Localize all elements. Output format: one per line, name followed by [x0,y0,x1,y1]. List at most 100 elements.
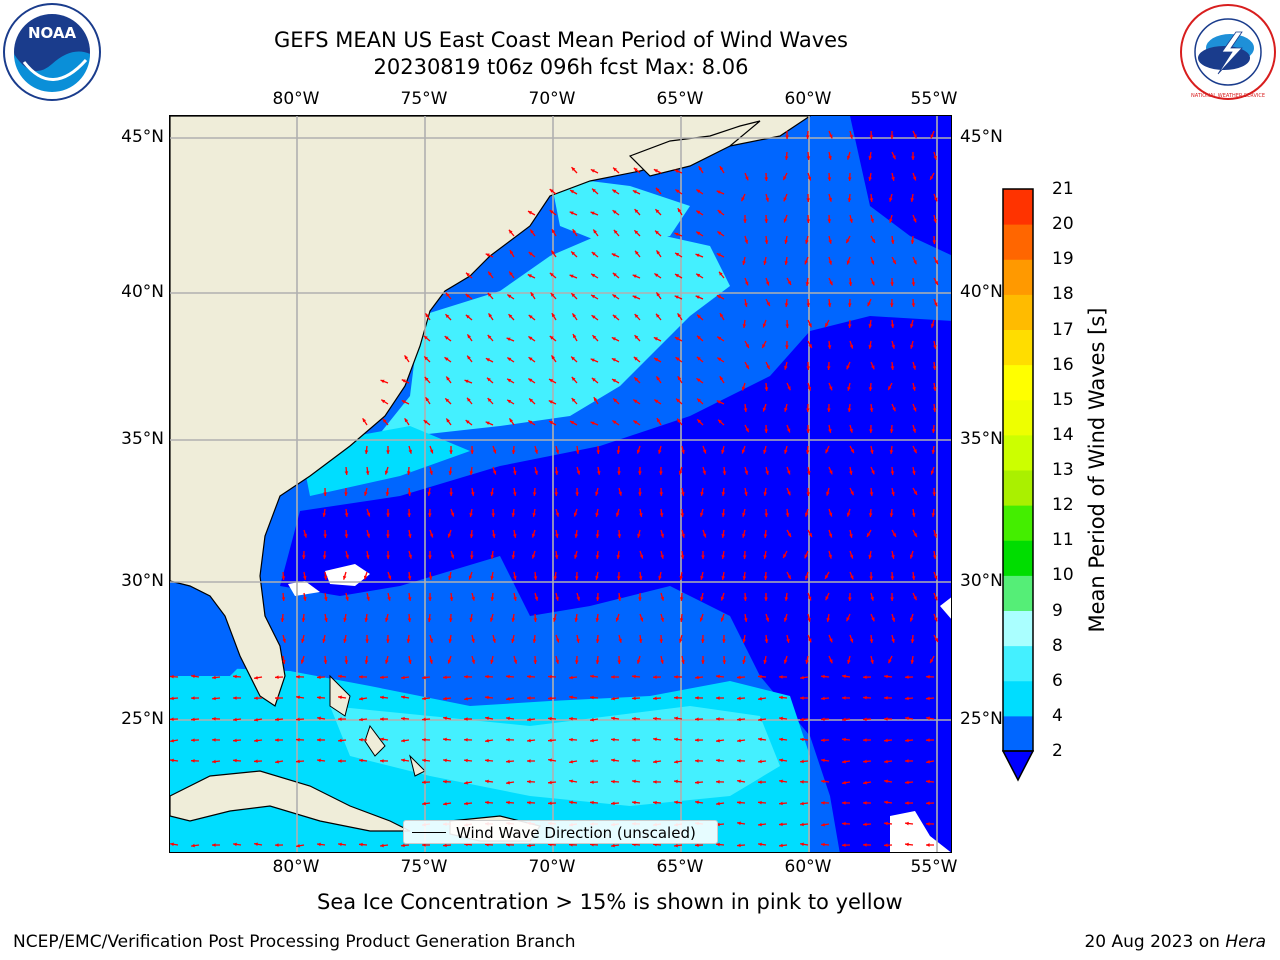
wave-arrow-head [884,759,888,764]
wave-arrow-head [827,177,832,181]
wave-arrow-head [805,282,810,286]
wave-arrow-head [654,273,659,278]
wave-arrow-head [849,471,853,475]
wave-arrow-head [653,780,657,784]
wave-arrow-head [891,491,895,496]
wave-arrow-head [611,253,616,257]
wave-arrow-head [889,197,893,202]
wave-arrow-head [595,534,600,538]
wave-arrow-head [506,674,510,679]
lon-label-bottom-60w: 60°W [784,857,832,877]
colorbar-tick-label: 17 [1052,319,1074,340]
wave-arrow-head [806,492,811,496]
wave-arrow-head [380,379,385,384]
wave-arrow-head [850,449,854,454]
wave-arrow-head [763,260,767,265]
wave-arrow-head [511,638,515,643]
wave-arrow-head [529,398,534,403]
wave-arrow-head [762,407,767,412]
lat-label-right-45n: 45°N [960,127,1003,147]
wave-arrow-head [508,314,513,318]
wave-arrow-head [191,717,195,722]
wave-arrow-head [743,219,747,223]
legend-label: Wind Wave Direction (unscaled) [456,824,696,842]
wave-arrow-head [638,639,643,643]
wave-arrow-head [423,335,428,340]
wave-arrow-head [427,492,432,496]
wave-arrow-head [716,717,720,721]
wave-arrow-head [800,696,804,700]
wave-arrow-head [509,250,514,255]
wave-arrow-head [829,659,833,664]
wave-arrow-head [660,533,664,538]
wave-arrow-head [800,842,804,847]
wave-arrow-head [695,800,699,805]
wave-arrow-head [212,696,216,701]
wave-arrow-head [233,738,237,743]
colorbar-title: Mean Period of Wind Waves [s] [1085,307,1109,633]
wave-arrow-head [910,323,914,328]
wave-arrow-head [506,759,510,764]
wave-arrow-head [787,386,791,391]
wave-arrow-head [317,675,321,680]
wave-arrow-head [611,779,615,784]
wave-arrow-head [401,716,405,721]
wave-arrow-head [807,617,811,622]
wave-arrow-head [485,695,489,700]
wave-arrow-head [275,738,279,742]
wave-arrow-head [422,737,426,742]
wave-arrow-head [296,843,300,848]
colorbar-segment [1003,575,1033,611]
wave-arrow-head [407,576,412,580]
wave-arrow-head [737,675,741,680]
colorbar-tick-label: 6 [1052,670,1063,691]
wave-arrow-head [528,378,533,383]
wave-arrow-head [868,324,873,328]
wave-arrow-head [695,738,699,742]
map-panel[interactable]: Wind Wave Direction (unscaled) [169,115,952,853]
wave-arrow-head [571,356,575,361]
wave-arrow-head [765,617,770,622]
wave-arrow-head [634,230,639,235]
wave-arrow-head [569,695,573,700]
wave-arrow-head [785,345,789,349]
wave-arrow-head [764,429,768,433]
wave-arrow-head [611,716,615,721]
wave-arrow-head [401,379,406,383]
wave-arrow-head [595,555,600,559]
wave-arrow-head [913,260,917,265]
colorbar-segment [1003,294,1033,330]
wave-arrow-head [324,597,328,601]
wave-arrow-head [905,716,909,721]
wave-arrow-head [469,534,474,538]
wave-arrow-head [737,800,741,805]
wave-arrow-head [905,675,909,679]
lon-label-top-65w: 65°W [656,89,704,109]
wave-arrow-head [719,376,724,381]
wave-arrow-head [829,281,833,286]
wave-arrow-head [850,491,854,496]
wave-arrow-head [428,576,433,580]
wave-arrow-head [637,533,641,538]
wave-arrow-head [716,696,720,700]
wave-arrow-head [507,399,512,404]
wave-arrow-head [842,821,846,826]
wave-arrow-head [591,273,596,278]
wave-arrow-head [488,271,492,276]
wave-arrow-head [847,408,852,412]
wave-arrow-head [422,801,426,806]
wave-arrow-head [508,229,513,234]
wave-arrow-head [863,759,867,764]
lat-label-left-35n: 35°N [121,429,164,449]
lat-label-right-40n: 40°N [960,282,1003,302]
wave-arrow-head [870,449,874,454]
wave-arrow-head [784,365,788,370]
wave-arrow-head [612,420,617,425]
wave-arrow-head [926,779,930,784]
wave-arrow-head [932,240,937,244]
wave-arrow-head [696,231,701,236]
wave-arrow-head [931,450,936,454]
lat-label-left-45n: 45°N [121,127,164,147]
wave-arrow-head [678,470,683,475]
wave-arrow-head [487,292,492,297]
